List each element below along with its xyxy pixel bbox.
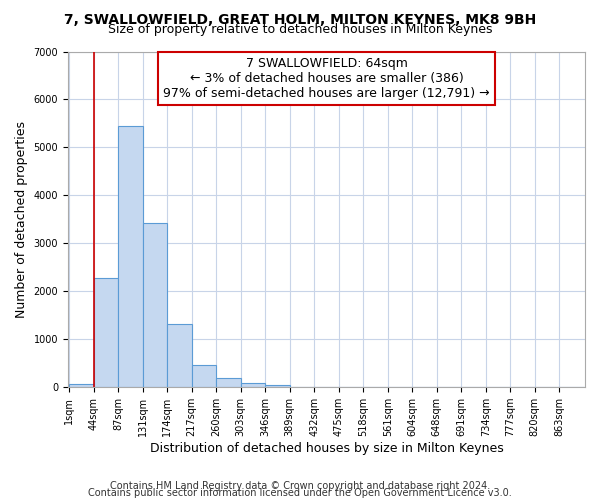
X-axis label: Distribution of detached houses by size in Milton Keynes: Distribution of detached houses by size …	[149, 442, 503, 455]
Bar	[216, 378, 241, 387]
Text: 7 SWALLOWFIELD: 64sqm
← 3% of detached houses are smaller (386)
97% of semi-deta: 7 SWALLOWFIELD: 64sqm ← 3% of detached h…	[163, 56, 490, 100]
Bar	[167, 324, 191, 387]
Bar	[143, 222, 167, 387]
Bar	[191, 365, 216, 387]
Y-axis label: Number of detached properties: Number of detached properties	[15, 121, 28, 318]
Bar	[265, 385, 290, 387]
Bar	[118, 126, 143, 387]
Text: 7, SWALLOWFIELD, GREAT HOLM, MILTON KEYNES, MK8 9BH: 7, SWALLOWFIELD, GREAT HOLM, MILTON KEYN…	[64, 12, 536, 26]
Text: Size of property relative to detached houses in Milton Keynes: Size of property relative to detached ho…	[108, 22, 492, 36]
Bar	[241, 383, 265, 387]
Bar	[94, 278, 118, 387]
Text: Contains HM Land Registry data © Crown copyright and database right 2024.: Contains HM Land Registry data © Crown c…	[110, 481, 490, 491]
Bar	[69, 384, 94, 387]
Text: Contains public sector information licensed under the Open Government Licence v3: Contains public sector information licen…	[88, 488, 512, 498]
